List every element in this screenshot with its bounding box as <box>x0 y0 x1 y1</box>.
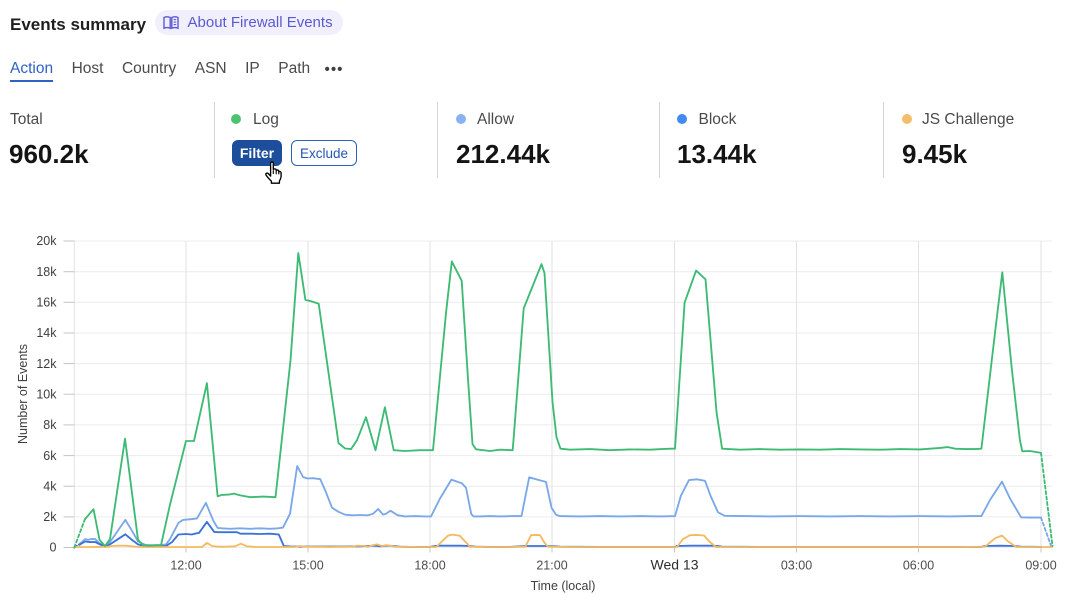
svg-text:03:00: 03:00 <box>781 559 812 573</box>
svg-text:6k: 6k <box>43 449 57 463</box>
svg-text:Time (local): Time (local) <box>531 579 596 593</box>
svg-text:09:00: 09:00 <box>1025 559 1056 573</box>
svg-text:8k: 8k <box>43 418 57 432</box>
svg-text:Wed 13: Wed 13 <box>651 557 699 573</box>
svg-text:Number of Events: Number of Events <box>16 344 30 444</box>
svg-text:12k: 12k <box>36 357 57 371</box>
svg-text:06:00: 06:00 <box>903 559 934 573</box>
svg-text:16k: 16k <box>36 296 57 310</box>
svg-text:12:00: 12:00 <box>170 559 201 573</box>
svg-text:14k: 14k <box>36 326 57 340</box>
svg-text:18:00: 18:00 <box>414 559 445 573</box>
svg-text:18k: 18k <box>36 265 57 279</box>
svg-text:21:00: 21:00 <box>536 559 567 573</box>
svg-text:0: 0 <box>50 541 57 555</box>
svg-text:10k: 10k <box>36 387 57 401</box>
svg-text:15:00: 15:00 <box>292 559 323 573</box>
svg-text:20k: 20k <box>36 234 57 248</box>
svg-text:4k: 4k <box>43 479 57 493</box>
svg-text:2k: 2k <box>43 510 57 524</box>
